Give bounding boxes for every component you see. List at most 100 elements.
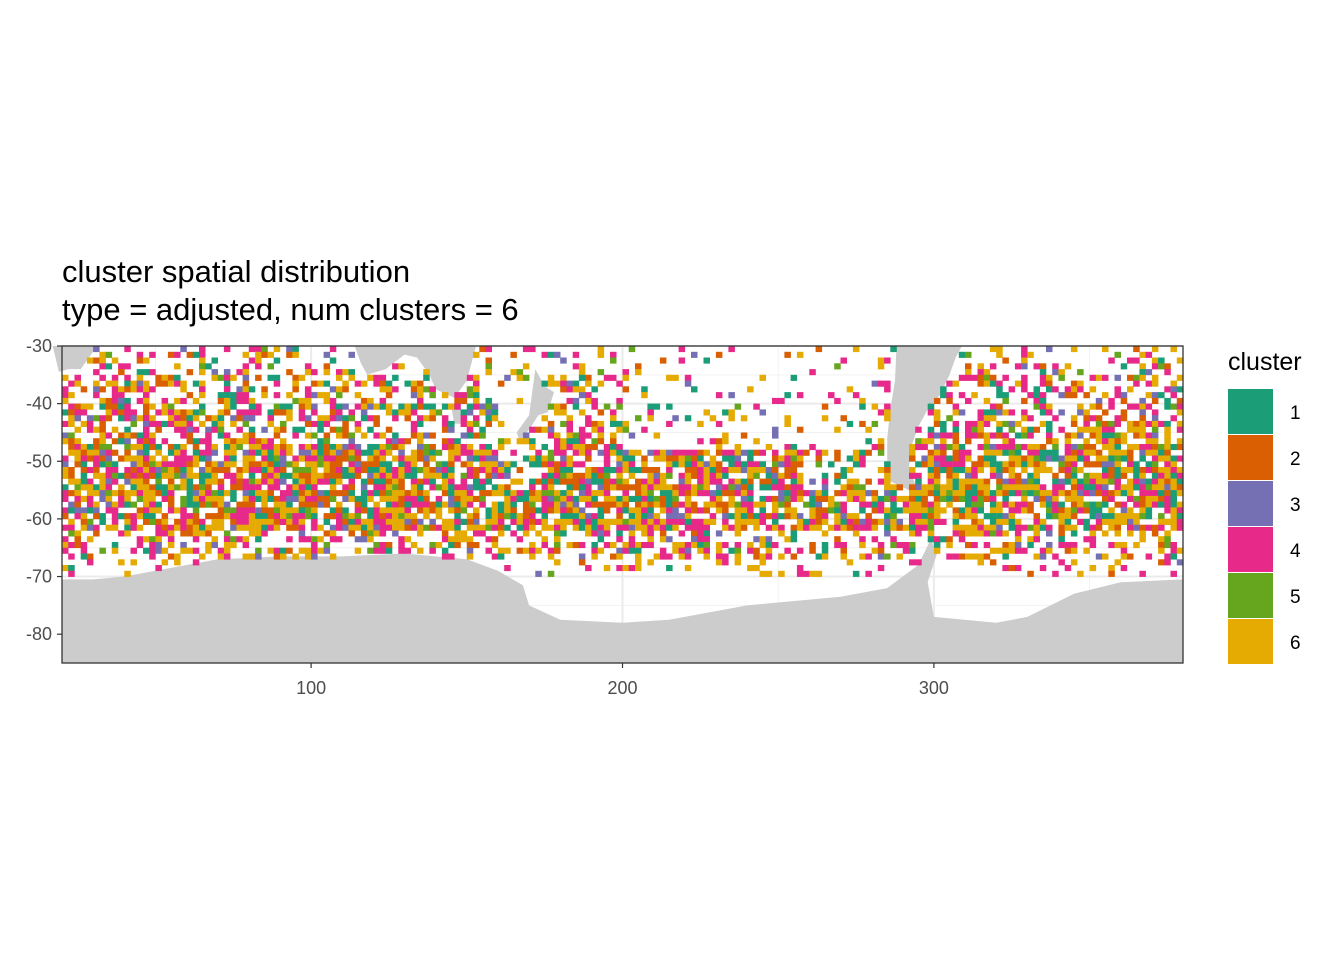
cell-cluster-2	[1064, 490, 1072, 497]
cell-cluster-2	[143, 409, 150, 416]
cell-cluster-4	[678, 547, 686, 554]
cell-cluster-1	[572, 513, 580, 520]
cell-cluster-6	[217, 518, 225, 525]
cell-cluster-6	[149, 495, 156, 502]
cell-cluster-4	[684, 449, 692, 456]
cell-cluster-6	[441, 518, 449, 525]
cell-cluster-6	[373, 403, 380, 410]
cell-cluster-2	[161, 524, 169, 531]
cell-cluster-1	[1108, 432, 1115, 439]
cell-cluster-6	[977, 484, 984, 491]
cell-cluster-3	[423, 432, 430, 439]
cell-cluster-6	[1033, 484, 1040, 491]
cell-cluster-3	[155, 542, 162, 549]
cell-cluster-6	[248, 513, 256, 520]
cell-cluster-4	[460, 478, 468, 485]
cell-cluster-1	[784, 392, 791, 399]
cell-cluster-3	[205, 455, 212, 462]
cell-cluster-3	[547, 495, 555, 502]
land-africa	[52, 346, 97, 372]
cell-cluster-5	[1046, 507, 1053, 514]
cell-cluster-1	[448, 467, 455, 474]
cell-cluster-6	[759, 559, 766, 566]
cell-cluster-6	[205, 467, 212, 474]
cell-cluster-4	[236, 518, 243, 525]
cell-cluster-6	[441, 524, 449, 531]
cell-cluster-2	[1127, 455, 1134, 462]
cell-cluster-6	[1095, 426, 1103, 433]
cell-cluster-4	[1095, 484, 1103, 491]
cell-cluster-2	[155, 374, 162, 381]
cell-cluster-6	[734, 553, 742, 560]
cell-cluster-4	[466, 374, 474, 381]
cell-cluster-6	[821, 518, 829, 525]
cell-cluster-6	[1064, 524, 1072, 531]
cell-cluster-6	[529, 542, 536, 549]
cell-cluster-4	[834, 397, 841, 404]
cell-cluster-6	[1164, 455, 1171, 462]
cell-cluster-6	[1014, 380, 1022, 387]
cell-cluster-4	[877, 478, 885, 485]
cell-cluster-4	[504, 565, 511, 572]
cell-cluster-1	[958, 444, 966, 451]
cell-cluster-6	[641, 461, 648, 468]
cell-cluster-6	[80, 444, 88, 451]
cell-cluster-4	[199, 346, 206, 353]
cell-cluster-4	[709, 513, 717, 520]
cell-cluster-5	[603, 472, 611, 479]
cell-cluster-6	[273, 501, 281, 508]
cell-cluster-4	[815, 449, 823, 456]
cell-cluster-4	[111, 409, 119, 416]
cell-cluster-6	[753, 501, 760, 508]
cell-cluster-6	[491, 501, 499, 508]
cell-cluster-2	[1070, 380, 1078, 387]
cell-cluster-6	[996, 547, 1003, 554]
cell-cluster-6	[68, 392, 75, 399]
cell-cluster-1	[940, 386, 947, 393]
cell-cluster-3	[248, 415, 256, 422]
cell-cluster-4	[491, 553, 499, 560]
cell-cluster-1	[809, 501, 816, 508]
cell-cluster-2	[99, 386, 106, 393]
cell-cluster-6	[529, 553, 536, 560]
cell-cluster-5	[790, 455, 798, 462]
cell-cluster-4	[255, 363, 262, 370]
cell-cluster-6	[952, 490, 960, 497]
cell-cluster-6	[616, 553, 623, 560]
cell-cluster-1	[1027, 426, 1034, 433]
cell-cluster-6	[398, 490, 405, 497]
cell-cluster-5	[180, 495, 187, 502]
cell-cluster-4	[205, 444, 212, 451]
cell-cluster-6	[834, 518, 841, 525]
cell-cluster-6	[1064, 363, 1072, 370]
cell-cluster-1	[535, 507, 542, 514]
cell-cluster-3	[815, 501, 823, 508]
cell-cluster-6	[635, 553, 642, 560]
cell-cluster-4	[728, 346, 735, 353]
cell-cluster-6	[1002, 438, 1009, 445]
cell-cluster-1	[1176, 513, 1184, 520]
cell-cluster-1	[485, 397, 492, 404]
cell-cluster-4	[124, 346, 131, 353]
cell-cluster-4	[342, 484, 349, 491]
cell-cluster-5	[354, 513, 362, 520]
cell-cluster-2	[398, 501, 405, 508]
legend-label-4: 4	[1290, 541, 1301, 562]
cell-cluster-5	[1002, 397, 1009, 404]
cell-cluster-6	[952, 444, 960, 451]
cell-cluster-4	[641, 478, 648, 485]
cell-cluster-2	[304, 501, 312, 508]
cell-cluster-3	[522, 432, 530, 439]
cell-cluster-6	[1021, 467, 1028, 474]
cell-cluster-3	[1002, 513, 1009, 520]
cell-cluster-4	[840, 507, 847, 514]
cell-cluster-2	[1027, 507, 1034, 514]
cell-cluster-5	[884, 495, 891, 502]
cell-cluster-5	[597, 369, 605, 376]
cell-cluster-6	[778, 530, 785, 537]
cell-cluster-1	[348, 472, 355, 479]
cell-cluster-6	[62, 438, 69, 445]
cell-cluster-6	[111, 380, 119, 387]
cell-cluster-2	[884, 467, 891, 474]
cell-cluster-1	[385, 380, 393, 387]
